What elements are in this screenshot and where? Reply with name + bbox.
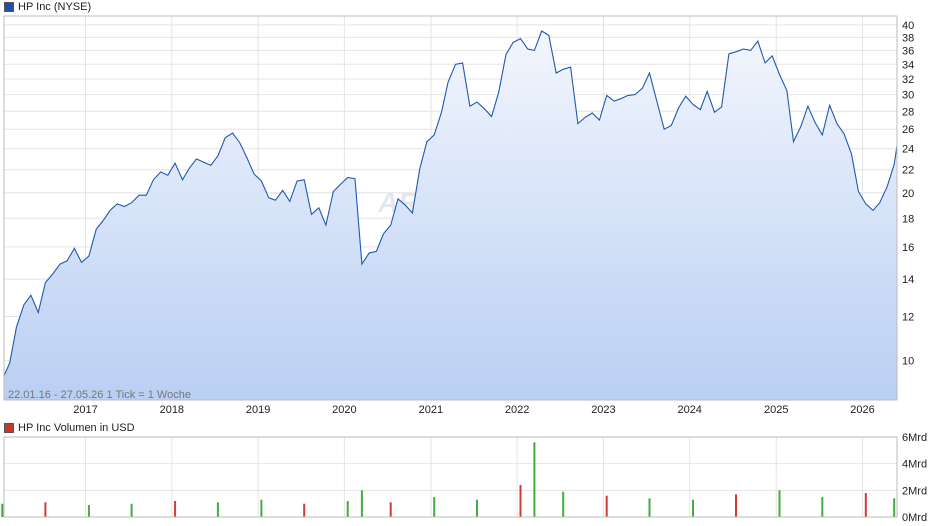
price-y-tick-label: 36 (902, 45, 914, 57)
price-x-tick-label: 2022 (505, 404, 529, 416)
price-chart: ARIVA.DE 1012141618202224262830323436384… (3, 15, 914, 416)
price-x-axis: 2017 2018 2019 2020 2021 2022 2023 2024 2025 2026 (73, 404, 874, 416)
price-y-tick-label: 16 (902, 242, 914, 254)
price-y-tick-label: 18 (902, 213, 914, 225)
volume-bar (778, 490, 781, 517)
price-legend-swatch (4, 2, 14, 12)
price-legend: HP Inc (NYSE) (4, 1, 91, 13)
volume-bar (692, 499, 694, 517)
volume-legend-swatch (4, 423, 14, 433)
price-x-tick-label: 2025 (764, 404, 788, 416)
volume-y-tick-label: 0Mrd (902, 512, 927, 524)
volume-y-tick-label: 6Mrd (902, 432, 927, 444)
volume-bar (1, 503, 4, 517)
volume-bar (893, 498, 896, 517)
period-info: 22.01.16 - 27.05.26 1 Tick = 1 Woche (8, 389, 191, 401)
price-area (4, 31, 897, 400)
volume-bar (648, 498, 651, 517)
volume-bar (130, 503, 133, 517)
price-x-tick-label: 2026 (850, 404, 874, 416)
volume-bars (1, 442, 896, 517)
volume-bar (864, 493, 867, 517)
volume-bar (605, 495, 608, 517)
volume-bar (562, 491, 565, 517)
price-y-tick-label: 10 (902, 356, 914, 368)
price-y-tick-label: 30 (902, 90, 914, 102)
volume-bar (735, 494, 737, 517)
volume-legend-label: HP Inc Volumen in USD (18, 422, 135, 434)
volume-bar (389, 502, 392, 517)
price-y-tick-label: 32 (902, 74, 914, 86)
volume-bar (87, 505, 90, 517)
price-y-tick-label: 34 (902, 59, 914, 71)
price-x-tick-label: 2017 (73, 404, 97, 416)
price-y-tick-label: 12 (902, 311, 914, 323)
volume-bar (260, 499, 263, 517)
volume-bar (303, 503, 306, 517)
price-y-tick-label: 14 (902, 274, 914, 286)
volume-bar (533, 442, 536, 517)
price-x-tick-label: 2019 (246, 404, 270, 416)
volume-y-tick-label: 4Mrd (902, 459, 927, 471)
price-x-tick-label: 2023 (591, 404, 615, 416)
volume-bar (216, 502, 219, 517)
volume-legend: HP Inc Volumen in USD (4, 422, 135, 434)
volume-gridlines (4, 436, 897, 518)
price-y-tick-label: 26 (902, 124, 914, 136)
volume-y-tick-label: 2Mrd (902, 485, 927, 497)
volume-bar (44, 502, 47, 517)
price-y-tick-label: 38 (902, 32, 914, 44)
volume-bar (821, 497, 824, 517)
volume-bar (360, 490, 363, 517)
price-legend-label: HP Inc (NYSE) (18, 1, 92, 13)
volume-bar (476, 499, 478, 517)
price-series-line (3, 30, 898, 376)
volume-bar (346, 501, 349, 517)
price-x-tick-label: 2021 (419, 404, 443, 416)
volume-bar (519, 485, 522, 517)
price-plot-frame (3, 15, 898, 401)
volume-bar (433, 497, 436, 517)
volume-y-axis: 0Mrd 2Mrd 4Mrd 6Mrd (902, 432, 927, 524)
price-x-tick-label: 2018 (160, 404, 184, 416)
price-x-tick-label: 2020 (332, 404, 356, 416)
volume-bar (174, 501, 177, 517)
price-y-tick-label: 24 (902, 144, 914, 156)
volume-plot-frame (3, 436, 898, 518)
price-y-tick-label: 28 (902, 106, 914, 118)
price-y-tick-label: 40 (902, 20, 914, 32)
price-y-tick-label: 20 (902, 188, 914, 200)
price-x-tick-label: 2024 (677, 404, 701, 416)
price-y-tick-label: 22 (902, 165, 914, 177)
